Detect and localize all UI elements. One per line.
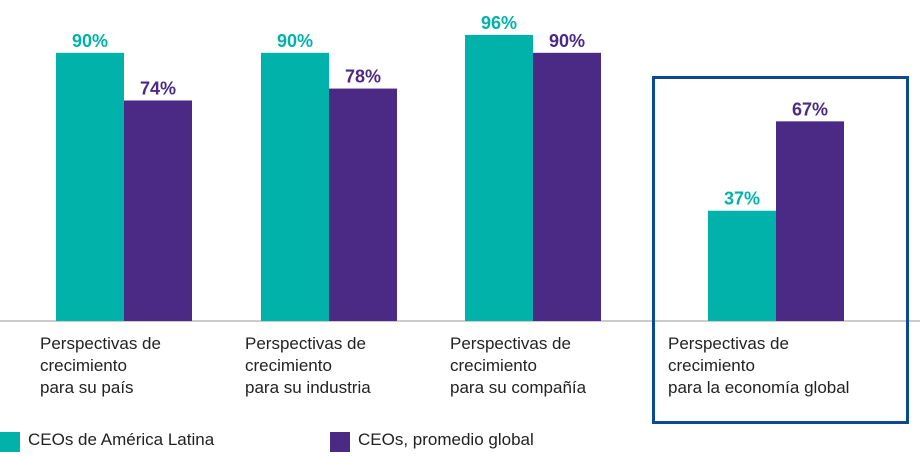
bar (261, 52, 329, 322)
x-tick-label: Perspectivas de crecimiento para su país (40, 334, 161, 397)
bar (124, 100, 192, 321)
x-tick-label: Perspectivas de crecimiento para su comp… (450, 334, 587, 397)
data-label: 90% (549, 31, 585, 51)
x-tick-label: Perspectivas de crecimiento para la econ… (668, 334, 850, 397)
bar (56, 52, 124, 322)
x-tick-label: Perspectivas de crecimiento para su indu… (245, 334, 371, 397)
legend-swatch (0, 432, 20, 452)
data-label: 90% (277, 31, 313, 51)
data-label: 96% (481, 13, 517, 33)
data-label: 78% (345, 67, 381, 87)
data-label: 90% (72, 31, 108, 51)
data-label: 37% (724, 189, 760, 209)
bar (465, 34, 533, 322)
bar (533, 52, 601, 322)
data-label: 67% (792, 99, 828, 119)
legend-swatch (330, 432, 350, 452)
bar (708, 210, 776, 321)
legend-label: CEOs, promedio global (358, 430, 534, 449)
highlight-box (652, 76, 909, 424)
bar (776, 121, 844, 321)
data-label: 74% (140, 78, 176, 98)
legend-label: CEOs de América Latina (28, 430, 215, 449)
bar (329, 88, 397, 321)
